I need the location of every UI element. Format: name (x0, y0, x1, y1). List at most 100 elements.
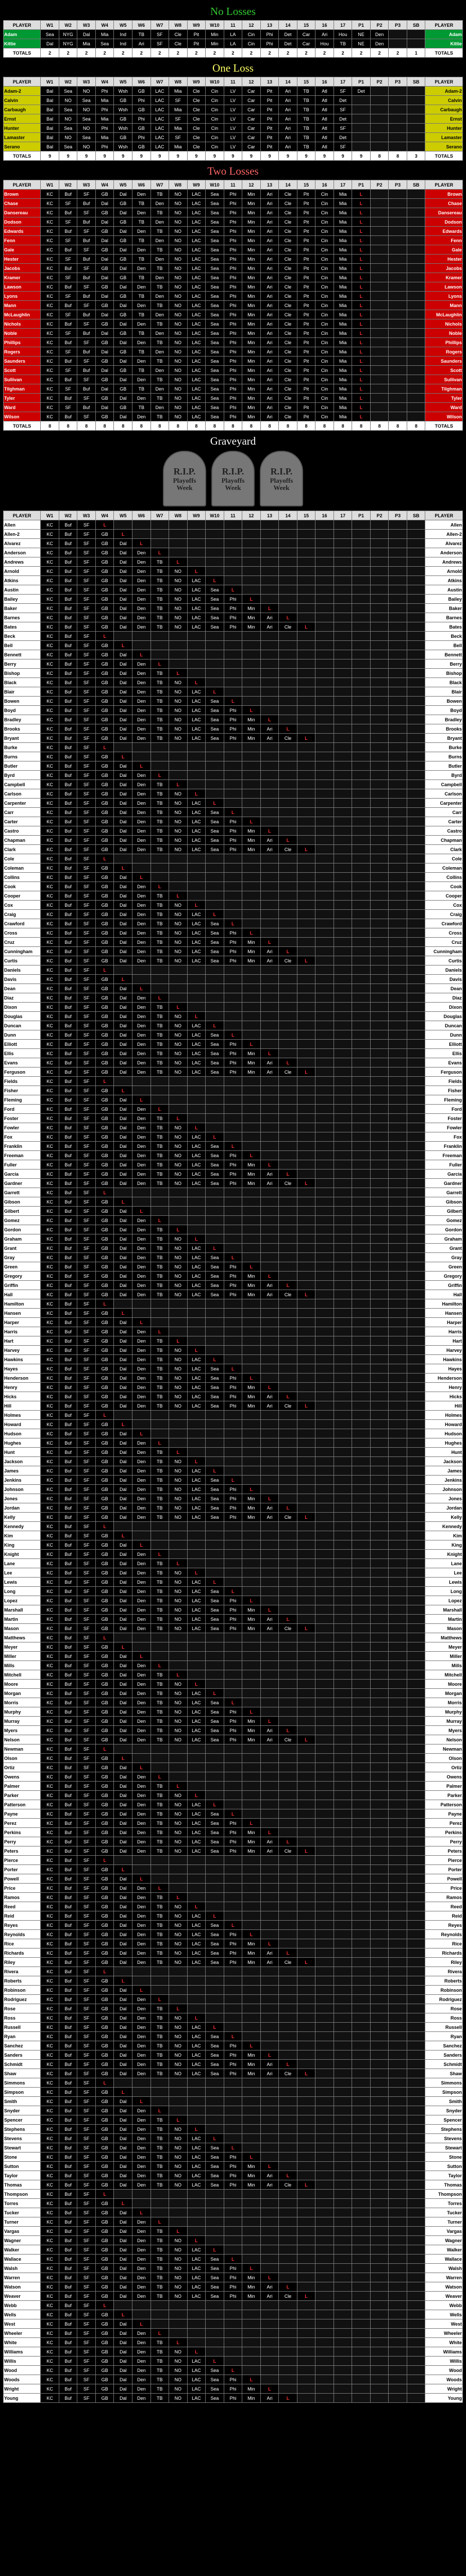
pick-cell: Dal (113, 1772, 132, 1782)
player-row: Murray KC Buf SF GB Dal Den TB NO LAC Sea Phi Min L Mu… (3, 1716, 463, 1726)
pick-cell: Ari (260, 282, 279, 292)
pick-cell: LV (223, 142, 243, 151)
pick-cell: Dal (113, 919, 132, 928)
pick-cell (187, 1317, 206, 1327)
pick-cell: Den (131, 1948, 151, 1958)
pick-cell (333, 1317, 353, 1327)
pick-cell: SF (77, 1800, 96, 1809)
pick-cell: KC (40, 1725, 59, 1735)
pick-cell: Mia (333, 300, 353, 310)
pick-cell: Phi (223, 1169, 243, 1179)
pick-cell: SF (77, 1429, 96, 1438)
pick-cell: KC (40, 1030, 59, 1040)
pick-cell (223, 752, 243, 761)
pick-cell (370, 1716, 389, 1726)
pick-cell (388, 1280, 407, 1290)
pick-cell (388, 1104, 407, 1114)
pick-cell (278, 761, 297, 771)
pick-cell: Dal (113, 1707, 132, 1717)
column-header: 13 (260, 511, 279, 520)
pick-cell: Cin (315, 337, 334, 347)
pick-cell (242, 1095, 261, 1105)
pick-cell: Ari (260, 1067, 279, 1077)
pick-cell (370, 1215, 389, 1225)
total-cell: 2 (278, 48, 297, 58)
player-name: Byrd (3, 770, 41, 780)
pick-cell (296, 1558, 316, 1568)
pick-cell: Ari (260, 337, 279, 347)
pick-cell (370, 393, 389, 403)
pick-cell: Sea (205, 1503, 224, 1513)
pick-cell (223, 1633, 243, 1642)
pick-cell (278, 826, 297, 836)
pick-cell: TB (150, 319, 170, 329)
pick-cell: L (223, 1698, 243, 1707)
pick-cell: NO (169, 1466, 188, 1476)
pick-cell: SF (77, 974, 96, 984)
pick-cell: Den (131, 1939, 151, 1948)
pick-cell: Sea (205, 1929, 224, 1939)
pick-cell (242, 566, 261, 576)
pick-cell (296, 1948, 316, 1958)
pick-cell (388, 1354, 407, 1364)
player-name: Ernst (3, 114, 41, 124)
player-name: James (425, 1466, 463, 1476)
pick-cell: SF (77, 1586, 96, 1596)
pick-cell: GB (95, 2004, 114, 2013)
pick-cell (278, 1206, 297, 1216)
pick-cell (296, 1169, 316, 1179)
pick-cell (260, 575, 279, 585)
pick-cell (370, 965, 389, 975)
pick-cell: KC (40, 798, 59, 808)
pick-cell: Buf (58, 520, 78, 530)
pick-cell (370, 909, 389, 919)
player-name: Cruz (425, 937, 463, 947)
pick-cell: Den (131, 189, 151, 199)
pick-cell (388, 1707, 407, 1717)
pick-cell (278, 1698, 297, 1707)
pick-cell (333, 1549, 353, 1559)
column-header: 11 (223, 180, 243, 190)
pick-cell (150, 1521, 170, 1531)
pick-cell (352, 1623, 371, 1633)
pick-cell: GB (95, 779, 114, 789)
pick-cell: GB (95, 1215, 114, 1225)
pick-cell (260, 1327, 279, 1336)
pick-cell: Dal (95, 384, 114, 394)
pick-cell (352, 142, 371, 151)
pick-cell (406, 1549, 426, 1559)
pick-cell: Sea (205, 1623, 224, 1633)
pick-cell: Buf (58, 538, 78, 548)
pick-cell (388, 1939, 407, 1948)
pick-cell: Atl (315, 114, 334, 124)
pick-cell (113, 1521, 132, 1531)
pick-cell: GB (95, 1670, 114, 1680)
pick-cell: GB (95, 872, 114, 882)
pick-cell (333, 984, 353, 993)
pick-cell: Dal (113, 319, 132, 329)
pick-cell (242, 1197, 261, 1207)
pick-cell: Ari (260, 310, 279, 319)
pick-cell: Min (242, 937, 261, 947)
pick-cell: L (187, 1123, 206, 1132)
pick-cell (296, 946, 316, 956)
player-name: Lopez (3, 1596, 41, 1605)
pick-cell (315, 1345, 334, 1355)
pick-cell: Pit (260, 132, 279, 142)
player-name: Butler (425, 761, 463, 771)
pick-cell (315, 575, 334, 585)
pick-cell (406, 1095, 426, 1105)
pick-cell: TB (150, 1132, 170, 1142)
pick-cell: NO (77, 142, 96, 151)
column-header: W10 (205, 511, 224, 520)
pick-cell: LAC (187, 1837, 206, 1846)
pick-cell: Mia (333, 235, 353, 245)
pick-cell (260, 1086, 279, 1095)
player-name: Wilson (3, 412, 41, 421)
pick-cell: TB (150, 1271, 170, 1281)
player-row: Kittie Dal NYG Mia Sea Ind Ari SF Cle Pit Min LA Cin… (3, 39, 463, 48)
pick-cell (370, 1447, 389, 1457)
pick-cell (370, 1364, 389, 1374)
pick-cell: Den (131, 412, 151, 421)
pick-cell (205, 1892, 224, 1902)
